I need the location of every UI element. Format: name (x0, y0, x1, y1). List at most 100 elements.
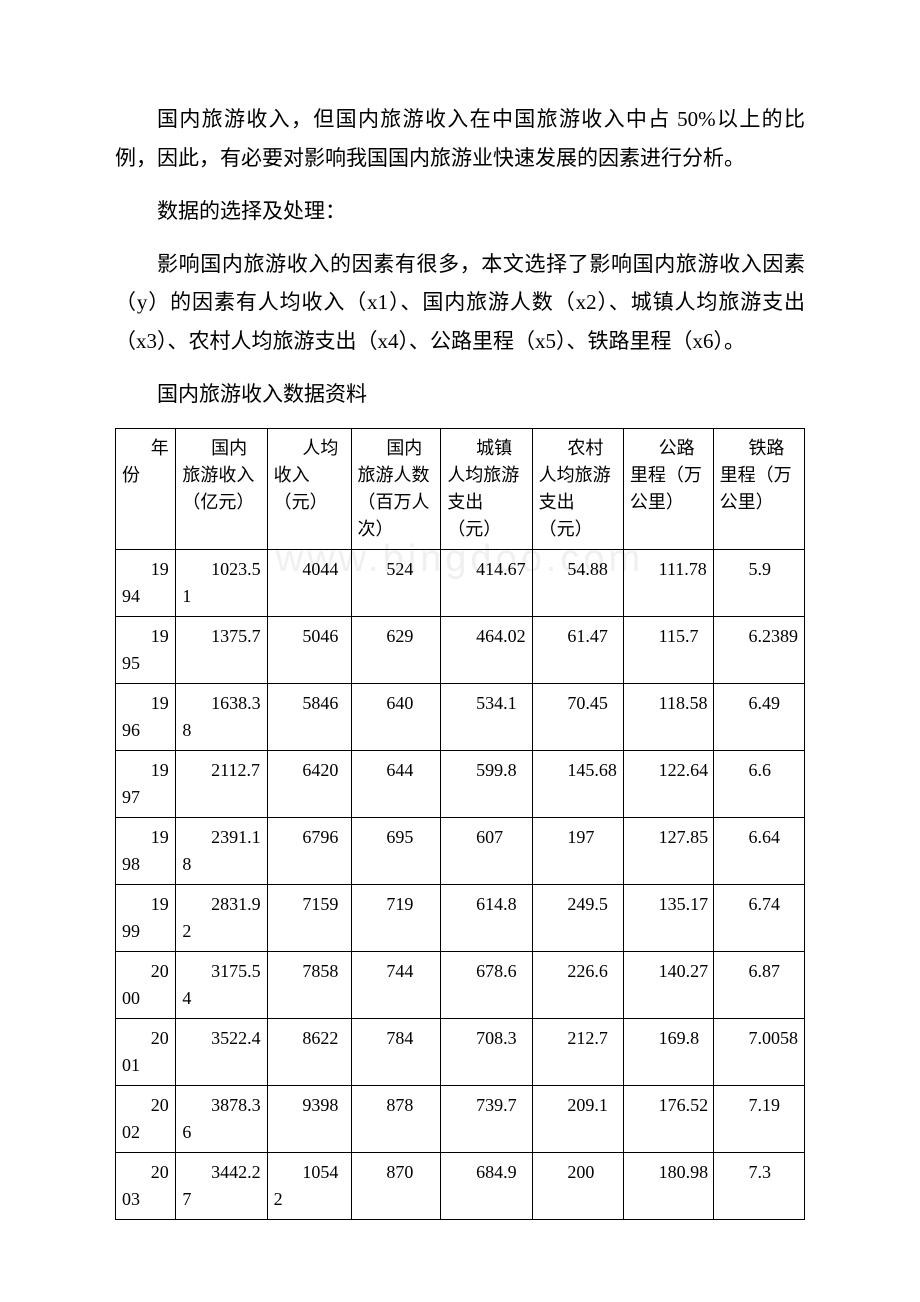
cell: 870 (358, 1159, 437, 1186)
cell: 122.64 (630, 757, 709, 784)
cell: 1998 (122, 824, 171, 878)
cell: 118.58 (630, 690, 709, 717)
cell: 6.49 (720, 690, 800, 717)
cell: 2831.92 (182, 891, 262, 945)
cell: 6.74 (720, 891, 800, 918)
table-row: 1998 2391.18 6796 695 607 197 127.85 6.6… (116, 817, 805, 884)
col-domestic-tourism-income: 国内旅游收入（亿元） (176, 428, 267, 549)
cell: 176.52 (630, 1092, 709, 1119)
cell: 2391.18 (182, 824, 262, 878)
cell: 226.6 (539, 958, 619, 985)
cell: 209.1 (539, 1092, 619, 1119)
col-rural-tourism-spend: 农村人均旅游支出（元） (532, 428, 623, 549)
col-highway-mileage: 公路里程（万公里） (623, 428, 713, 549)
cell: 8622 (274, 1025, 347, 1052)
paragraph-2: 数据的选择及处理： (115, 192, 805, 231)
cell: 1994 (122, 556, 171, 610)
cell: 1638.38 (182, 690, 262, 744)
cell: 2112.7 (182, 757, 262, 784)
cell: 534.1 (447, 690, 527, 717)
cell: 54.88 (539, 556, 619, 583)
cell: 6.64 (720, 824, 800, 851)
table-row: 1995 1375.7 5046 629 464.02 61.47 115.7 … (116, 616, 805, 683)
table-row: 1999 2831.92 7159 719 614.8 249.5 135.17… (116, 884, 805, 951)
table-row: 1996 1638.38 5846 640 534.1 70.45 118.58… (116, 683, 805, 750)
paragraph-3: 影响国内旅游收入的因素有很多，本文选择了影响国内旅游收入因素（y）的因素有人均收… (115, 245, 805, 362)
cell: 2002 (122, 1092, 171, 1146)
cell: 524 (358, 556, 437, 583)
cell: 3878.36 (182, 1092, 262, 1146)
cell: 2000 (122, 958, 171, 1012)
cell: 197 (539, 824, 619, 851)
cell: 6420 (274, 757, 347, 784)
cell: 739.7 (447, 1092, 527, 1119)
cell: 629 (358, 623, 437, 650)
cell: 878 (358, 1092, 437, 1119)
table-row: 2003 3442.27 10542 870 684.9 200 180.98 … (116, 1152, 805, 1219)
cell: 5.9 (720, 556, 800, 583)
cell: 1999 (122, 891, 171, 945)
cell: 607 (447, 824, 527, 851)
cell: 169.8 (630, 1025, 709, 1052)
cell: 684.9 (447, 1159, 527, 1186)
cell: 1375.7 (182, 623, 262, 650)
cell: 6.2389 (720, 623, 800, 650)
cell: 2003 (122, 1159, 171, 1213)
cell: 180.98 (630, 1159, 709, 1186)
table-header-row: 年份 国内旅游收入（亿元） 人均收入（元） 国内旅游人数（百万人次） 城镇人均旅… (116, 428, 805, 549)
cell: 5046 (274, 623, 347, 650)
cell: 464.02 (447, 623, 527, 650)
cell: 6.87 (720, 958, 800, 985)
cell: 599.8 (447, 757, 527, 784)
cell: 10542 (274, 1159, 347, 1213)
cell: 644 (358, 757, 437, 784)
cell: 61.47 (539, 623, 619, 650)
table-row: 1997 2112.7 6420 644 599.8 145.68 122.64… (116, 750, 805, 817)
cell: 708.3 (447, 1025, 527, 1052)
table-row: 2002 3878.36 9398 878 739.7 209.1 176.52… (116, 1085, 805, 1152)
tourism-data-table: 年份 国内旅游收入（亿元） 人均收入（元） 国内旅游人数（百万人次） 城镇人均旅… (115, 428, 805, 1220)
col-domestic-tourist-count: 国内旅游人数（百万人次） (351, 428, 441, 549)
cell: 7159 (274, 891, 347, 918)
cell: 414.67 (447, 556, 527, 583)
cell: 115.7 (630, 623, 709, 650)
cell: 640 (358, 690, 437, 717)
cell: 127.85 (630, 824, 709, 851)
cell: 5846 (274, 690, 347, 717)
document-page: 国内旅游收入，但国内旅游收入在中国旅游收入中占 50%以上的比例，因此，有必要对… (0, 0, 920, 1280)
col-urban-tourism-spend: 城镇人均旅游支出（元） (441, 428, 532, 549)
cell: 212.7 (539, 1025, 619, 1052)
cell: 744 (358, 958, 437, 985)
cell: 719 (358, 891, 437, 918)
cell: 3442.27 (182, 1159, 262, 1213)
cell: 7.19 (720, 1092, 800, 1119)
cell: 1997 (122, 757, 171, 811)
cell: 695 (358, 824, 437, 851)
cell: 3175.54 (182, 958, 262, 1012)
cell: 2001 (122, 1025, 171, 1079)
cell: 6796 (274, 824, 347, 851)
table-row: 2000 3175.54 7858 744 678.6 226.6 140.27… (116, 951, 805, 1018)
col-per-capita-income: 人均收入（元） (267, 428, 351, 549)
cell: 9398 (274, 1092, 347, 1119)
cell: 1996 (122, 690, 171, 744)
cell: 784 (358, 1025, 437, 1052)
cell: 1023.51 (182, 556, 262, 610)
cell: 200 (539, 1159, 619, 1186)
paragraph-1: 国内旅游收入，但国内旅游收入在中国旅游收入中占 50%以上的比例，因此，有必要对… (115, 100, 805, 178)
cell: 7858 (274, 958, 347, 985)
cell: 7.3 (720, 1159, 800, 1186)
cell: 614.8 (447, 891, 527, 918)
table-body: 1994 1023.51 4044 524 414.67 54.88 111.7… (116, 549, 805, 1219)
cell: 678.6 (447, 958, 527, 985)
cell: 140.27 (630, 958, 709, 985)
paragraph-4: 国内旅游收入数据资料 (115, 375, 805, 414)
cell: 1995 (122, 623, 171, 677)
cell: 249.5 (539, 891, 619, 918)
cell: 3522.4 (182, 1025, 262, 1052)
col-railway-mileage: 铁路里程（万公里） (713, 428, 804, 549)
table-row: 1994 1023.51 4044 524 414.67 54.88 111.7… (116, 549, 805, 616)
cell: 111.78 (630, 556, 709, 583)
cell: 6.6 (720, 757, 800, 784)
cell: 145.68 (539, 757, 619, 784)
